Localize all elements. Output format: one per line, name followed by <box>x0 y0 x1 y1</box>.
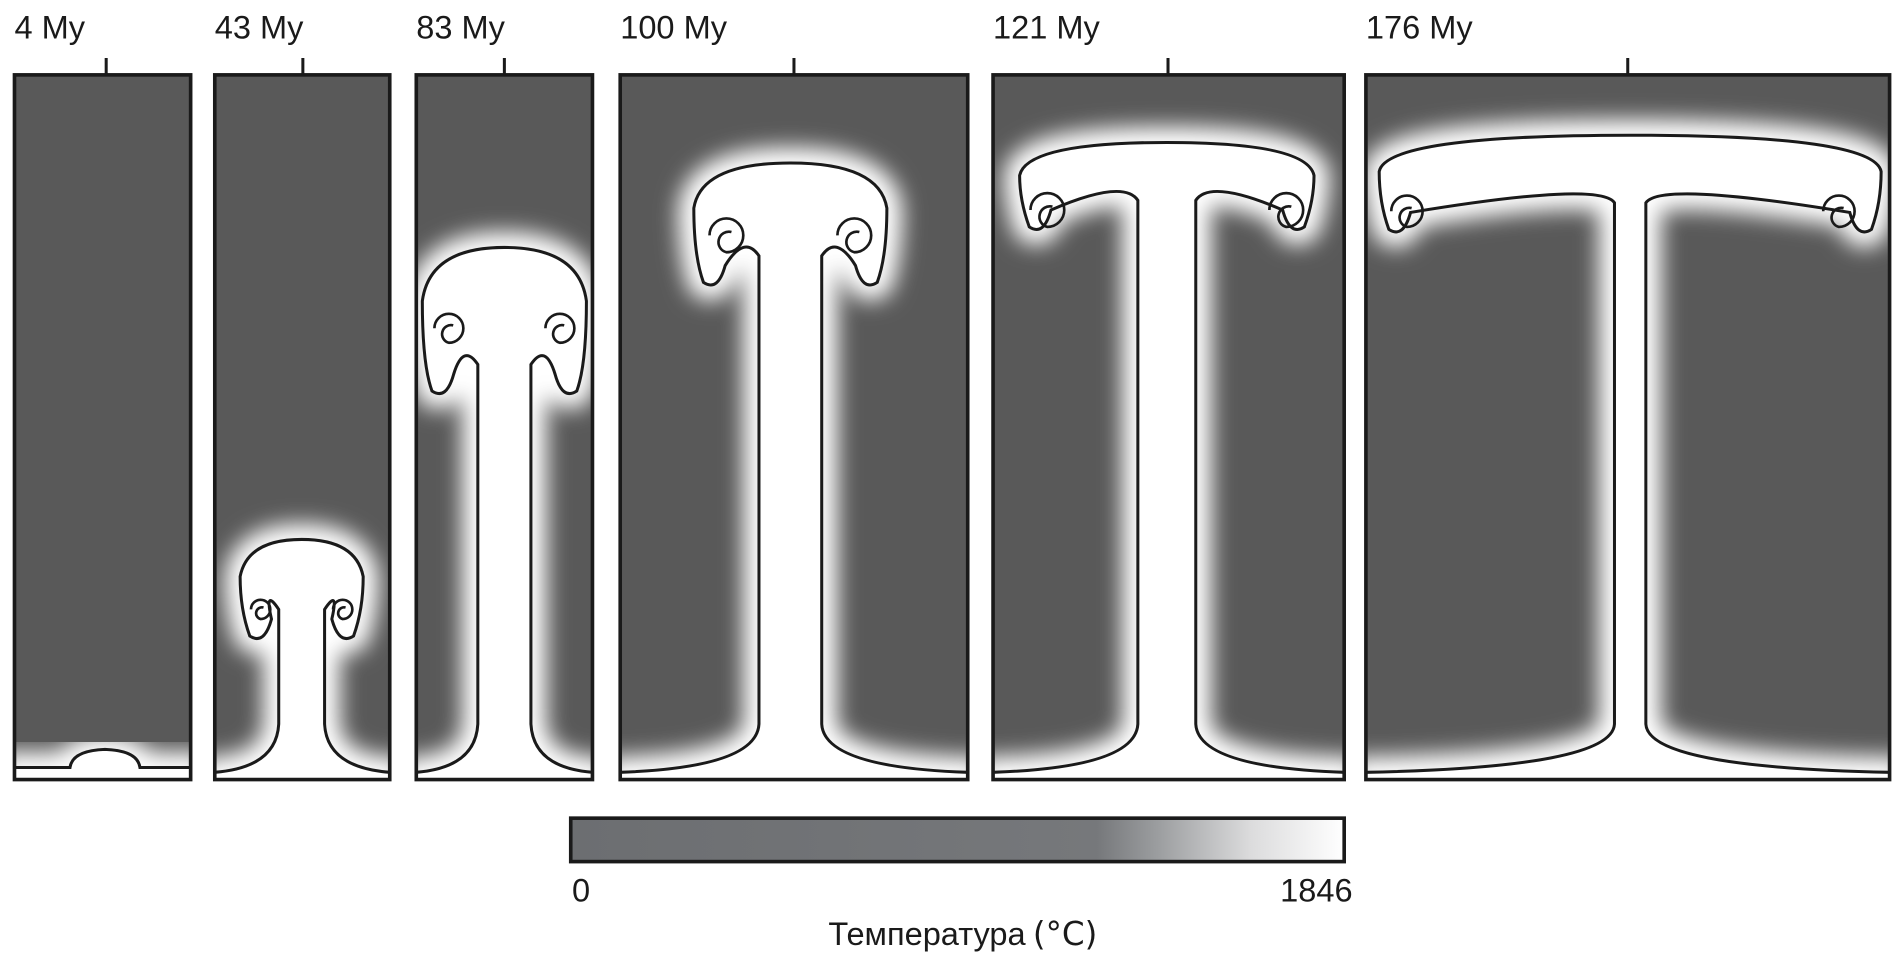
curl <box>331 598 354 621</box>
plume <box>1365 133 1890 780</box>
panel <box>416 74 593 780</box>
plume <box>993 140 1345 780</box>
panel-label: 4 My <box>14 10 85 46</box>
panel-label: 43 My <box>215 10 304 46</box>
panels: 4 My 43 My 83 My 100 My 121 My 176 My <box>12 10 1892 782</box>
panel <box>1365 74 1890 780</box>
colorbar-label: Температура <box>828 916 1026 952</box>
panel-label: 100 My <box>620 10 728 46</box>
curl <box>708 217 745 254</box>
panel-label: 121 My <box>993 10 1101 46</box>
panel-label: 83 My <box>416 10 505 46</box>
plume <box>416 245 593 780</box>
colorbar <box>568 816 1346 864</box>
colorbar-min: 0 <box>572 872 590 908</box>
panel <box>620 74 968 780</box>
panel-label: 176 My <box>1366 10 1474 46</box>
curl <box>1268 191 1305 229</box>
colorbar-max: 1846 <box>1280 872 1352 908</box>
curl <box>1821 194 1856 229</box>
panel <box>993 74 1345 780</box>
curl <box>1389 194 1424 229</box>
plume <box>14 747 191 780</box>
curl <box>1029 191 1066 229</box>
curl <box>249 598 272 621</box>
curl <box>433 312 465 345</box>
colorbar-unit: (°C) <box>1033 915 1097 953</box>
curl <box>544 312 576 345</box>
plume <box>620 161 968 780</box>
panel-frame <box>12 73 193 782</box>
curl <box>836 217 873 254</box>
panel <box>214 74 390 780</box>
panel-background <box>14 74 191 780</box>
panel <box>14 74 191 780</box>
